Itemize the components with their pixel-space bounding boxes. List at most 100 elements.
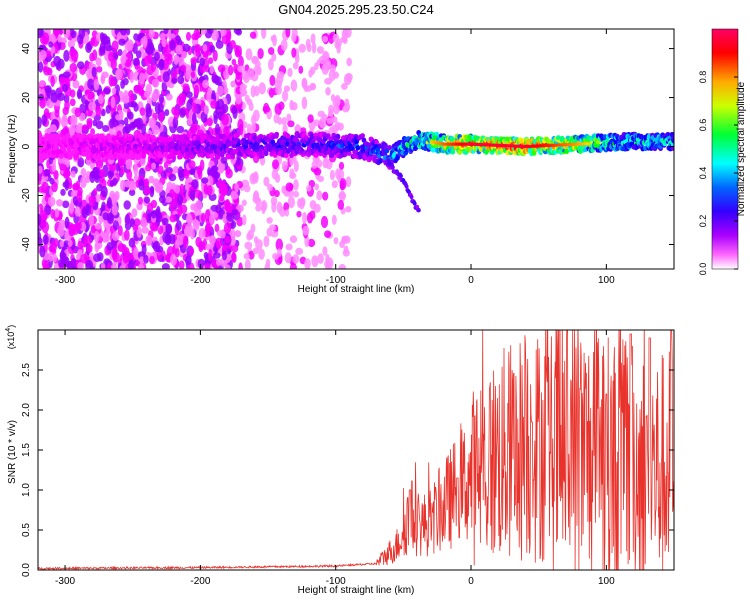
noise-cell [342,105,350,113]
noise-cell [57,35,62,43]
noise-cell [331,124,340,133]
noise-cell [212,49,218,62]
noise-cell [226,212,235,222]
noise-cell [337,199,345,210]
colorbar-tick-label: 0.0 [698,263,708,276]
ridge-cell [122,137,128,143]
noise-cell [197,258,206,269]
noise-cell [133,163,139,176]
noise-cell [175,220,182,231]
ridge-cell [214,136,220,142]
noise-cell [215,40,224,49]
noise-cell [80,176,87,188]
noise-cell [92,188,98,196]
noise-cell [270,35,276,42]
noise-cell [49,124,57,133]
y-tick-label: 40 [21,43,32,55]
noise-cell [278,101,285,111]
snr-panel: -300 -200 -100 0 100 0.0 0.5 1.0 1.5 2.0 2.5 Heig… [5,325,675,596]
noise-cell [118,38,126,46]
noise-cell [194,43,202,53]
noise-cell [244,241,253,250]
noise-cell [198,227,206,240]
noise-cell [139,256,145,264]
noise-cell [293,160,299,173]
ridge-cell [531,150,537,156]
noise-cell [169,214,177,223]
noise-cell [151,78,160,88]
noise-cell [139,107,146,117]
noise-cell [174,184,181,194]
noise-cell [85,194,91,204]
branch-cell [409,194,414,200]
y-tick-label: 0.0 [21,563,32,577]
noise-cell [220,183,229,196]
noise-cell [199,57,206,67]
noise-cell [207,184,213,196]
ridge-cell [450,149,456,155]
ridge-cell [46,143,52,149]
noise-cell [112,53,119,61]
noise-cell [64,216,70,229]
noise-cell [220,29,227,37]
ridge-cell [556,135,561,141]
noise-cell [185,176,194,184]
noise-cell [152,240,161,253]
ridge-cell [564,148,570,154]
noise-cell [202,44,208,52]
noise-cell [332,97,341,108]
noise-cell [267,183,273,192]
noise-cell [211,74,219,83]
noise-cell [343,73,352,86]
noise-cell [270,196,278,206]
ridge-cell [378,158,384,164]
noise-cell [68,224,75,237]
noise-cell [287,67,293,77]
noise-cell [110,58,117,71]
noise-cell [44,263,50,269]
noise-cell [129,70,135,83]
noise-cell [331,214,337,226]
ridge-cell [395,155,400,161]
ridge-cell [360,133,365,139]
noise-cell [152,88,160,101]
noise-cell [58,219,66,230]
chart-title: GN04.2025.295.23.50.C24 [278,2,433,17]
noise-cell [105,233,110,243]
noise-cell [287,120,295,128]
noise-cell [202,79,209,89]
noise-cell [155,182,164,193]
noise-cell [39,49,47,60]
noise-cell [70,49,79,62]
x-tick-label: 100 [598,275,615,286]
noise-cell [108,51,114,62]
spectrogram-y-label: Frequency (Hz) [7,115,18,184]
noise-cell [345,176,352,188]
noise-cell [296,210,302,218]
ridge-cell [235,132,240,138]
noise-cell [127,258,135,269]
noise-cell [230,228,236,241]
noise-cell [305,38,311,49]
noise-cell [276,201,283,214]
noise-cell [265,258,271,268]
noise-cell [70,170,76,178]
x-tick-label: -100 [326,576,346,587]
noise-cell [285,29,291,38]
noise-cell [137,263,145,269]
noise-cell [123,180,132,188]
noise-cell [38,116,42,129]
noise-cell [77,261,84,269]
noise-cell [143,55,151,67]
noise-cell [43,168,51,177]
noise-cell [88,101,97,112]
noise-cell [150,62,157,73]
noise-cell [182,235,189,248]
snr-x-label: Height of straight line (km) [298,585,415,596]
noise-cell [310,83,316,90]
ridge-cell [84,146,90,152]
noise-cell [95,120,104,130]
noise-cell [53,263,59,269]
noise-cell [161,217,169,226]
noise-cell [289,99,294,111]
